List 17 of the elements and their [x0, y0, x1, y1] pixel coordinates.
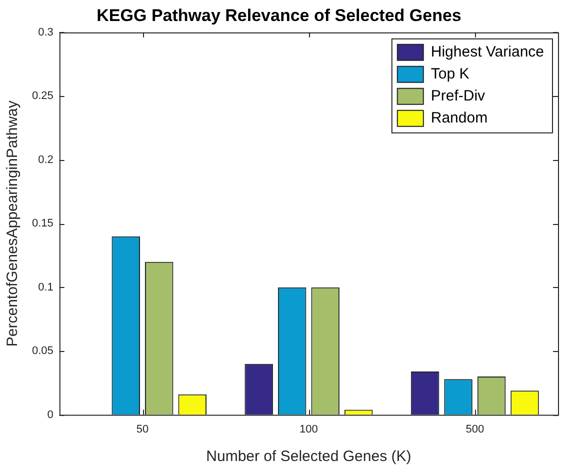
y-tick-label: 0.05: [32, 345, 54, 358]
y-tick-label: 0.15: [32, 218, 54, 230]
y-tick-label: 0.25: [32, 90, 54, 102]
y-tick-label: 0: [47, 408, 54, 421]
x-tick-label: 50: [136, 423, 149, 436]
y-tick-label: 0.3: [38, 26, 54, 38]
legend-label: Random: [430, 110, 488, 127]
y-tick-label: 0.2: [38, 154, 54, 166]
y-tick-label: 0.1: [38, 281, 54, 294]
legend-label: Pref-Div: [430, 88, 486, 105]
x-axis-title: Number of Selected Genes (K): [206, 448, 412, 466]
legend-label: Highest Variance: [430, 44, 544, 61]
y-axis-title: PercentofGenesAppearinginPathway: [4, 100, 22, 347]
x-tick-label: 500: [466, 423, 484, 436]
chart-title: KEGG Pathway Relevance of Selected Genes: [96, 6, 462, 25]
legend-label: Top K: [430, 66, 470, 83]
x-tick-label: 100: [300, 423, 318, 436]
